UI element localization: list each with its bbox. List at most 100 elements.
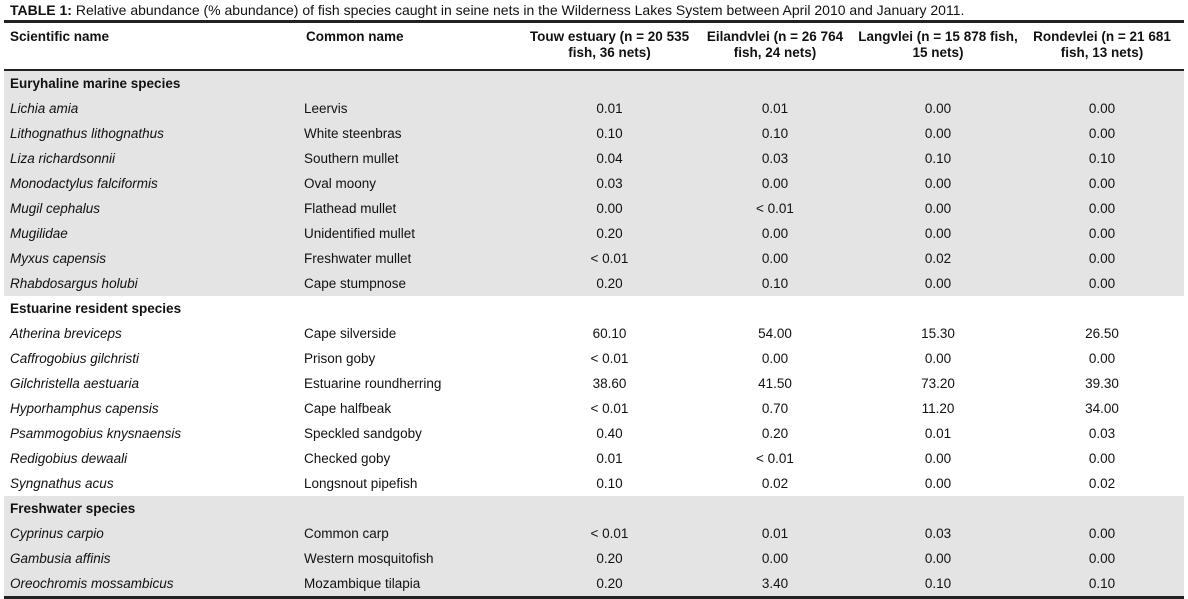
abundance-value: 3.40 [694, 571, 856, 598]
abundance-value: 0.00 [856, 171, 1020, 196]
abundance-value: 0.00 [924, 351, 952, 366]
abundance-value: 0.00 [1020, 196, 1184, 221]
species-row: Gambusia affinis Western mosquitofish 0.20… [4, 546, 1184, 571]
species-row: Monodactylus falciformis Oval moony 0.03 0.… [4, 171, 1184, 196]
common-name: Southern mullet [300, 146, 525, 171]
abundance-value: 0.01 [694, 96, 856, 121]
abundance-value: 0.02 [856, 246, 1020, 271]
abundance-value: 0.00 [694, 221, 856, 246]
abundance-value: 26.50 [1085, 326, 1119, 341]
common-name: Prison goby [304, 351, 376, 366]
abundance-value: 11.20 [921, 401, 955, 416]
scientific-name: Lithognathus lithognathus [4, 121, 300, 146]
abundance-value: 34.00 [1085, 401, 1119, 416]
common-name: Cape silverside [304, 326, 397, 341]
abundance-value: 0.20 [525, 221, 694, 246]
section-row: Estuarine resident species [4, 296, 1184, 321]
abundance-value: 0.20 [761, 426, 789, 441]
common-name: Oval moony [300, 171, 525, 196]
abundance-value: 0.10 [856, 146, 1020, 171]
species-row: Myxus capensis Freshwater mullet < 0.01 0.0… [4, 246, 1184, 271]
abundance-value: 0.00 [1020, 96, 1184, 121]
scientific-name: Mugil cephalus [4, 196, 300, 221]
abundance-value: 0.02 [1088, 476, 1116, 491]
abundance-value: 73.20 [921, 376, 955, 391]
scientific-name: Oreochromis mossambicus [4, 571, 300, 598]
common-name: Leervis [300, 96, 525, 121]
abundance-value: 54.00 [758, 326, 792, 341]
abundance-value: 39.30 [1085, 376, 1119, 391]
abundance-value: < 0.01 [590, 351, 629, 366]
common-name: Cape halfbeak [304, 401, 392, 416]
scientific-name: Syngnathus acus [10, 476, 114, 491]
abundance-value: 0.00 [525, 196, 694, 221]
column-header: Common name [306, 29, 404, 44]
column-header: Rondevlei (n = 21 681 fish, 13 nets) [1033, 29, 1171, 60]
abundance-value: 0.40 [596, 426, 623, 441]
scientific-name: Gilchristella aestuaria [10, 376, 140, 391]
header-row: Scientific name Common name Touw estuary (… [4, 21, 1184, 70]
abundance-value: 0.00 [856, 221, 1020, 246]
abundance-value: 0.03 [525, 171, 694, 196]
scientific-name: Gambusia affinis [4, 546, 300, 571]
table-body: Euryhaline marine species Lichia amia Leer… [4, 70, 1184, 598]
common-name: Freshwater mullet [300, 246, 525, 271]
abundance-value: 0.00 [856, 271, 1020, 296]
abundance-value: 0.00 [1020, 546, 1184, 571]
abundance-value: 0.00 [856, 196, 1020, 221]
abundance-value: 0.10 [856, 571, 1020, 598]
column-header: Scientific name [10, 29, 110, 44]
abundance-value: < 0.01 [525, 521, 694, 546]
species-row: Cyprinus carpio Common carp < 0.01 0.01 0.03… [4, 521, 1184, 546]
abundance-value: 0.10 [694, 271, 856, 296]
abundance-value: 0.70 [761, 401, 789, 416]
abundance-value: 0.00 [694, 546, 856, 571]
section-title: Euryhaline marine species [4, 70, 1184, 96]
common-name: Unidentified mullet [300, 221, 525, 246]
abundance-value: 0.00 [856, 121, 1020, 146]
common-name: Cape stumpnose [300, 271, 525, 296]
species-row: Redigobius dewaali Checked goby 0.01 < 0.01… [4, 446, 1184, 471]
scientific-name: Psammogobius knysnaensis [10, 426, 182, 441]
scientific-name: Hyporhamphus capensis [10, 401, 159, 416]
abundance-value: 0.03 [694, 146, 856, 171]
abundance-value: 0.20 [525, 571, 694, 598]
species-row: Gilchristella aestuaria Estuarine roundhe… [4, 371, 1184, 396]
scientific-name: Mugilidae [4, 221, 300, 246]
species-row: Atherina breviceps Cape silverside 60.10 54… [4, 321, 1184, 346]
section-row: Euryhaline marine species [4, 70, 1184, 96]
abundance-value: < 0.01 [590, 401, 629, 416]
abundance-value: 0.10 [1020, 146, 1184, 171]
scientific-name: Atherina breviceps [10, 326, 122, 341]
common-name: Longsnout pipefish [304, 476, 418, 491]
common-name: Mozambique tilapia [300, 571, 525, 598]
abundance-value: 60.10 [592, 326, 627, 341]
abundance-value: 41.50 [758, 376, 792, 391]
abundance-value: 0.01 [924, 426, 952, 441]
species-row: Hyporhamphus capensis Cape halfbeak < 0.01… [4, 396, 1184, 421]
common-name: Western mosquitofish [300, 546, 525, 571]
scientific-name: Myxus capensis [4, 246, 300, 271]
abundance-value: 0.00 [856, 546, 1020, 571]
common-name: Common carp [300, 521, 525, 546]
abundance-value: 0.10 [1020, 571, 1184, 598]
abundance-value: 15.30 [921, 326, 955, 341]
species-row: Lichia amia Leervis 0.01 0.01 0.00 0.00 [4, 96, 1184, 121]
abundance-value: 0.10 [525, 121, 694, 146]
page: TABLE 1: Relative abundance (% abundance… [4, 0, 1184, 599]
abundance-value: 0.00 [1020, 246, 1184, 271]
abundance-value: 0.00 [761, 351, 789, 366]
abundance-value: 0.00 [694, 171, 856, 196]
abundance-value: 0.01 [525, 96, 694, 121]
abundance-value: 0.03 [856, 521, 1020, 546]
column-header: Eilandvlei (n = 26 764 fish, 24 nets) [706, 29, 844, 60]
common-name: White steenbras [300, 121, 525, 146]
abundance-value: 0.00 [924, 451, 952, 466]
abundance-value: 0.00 [1020, 121, 1184, 146]
species-row: Mugil cephalus Flathead mullet 0.00 < 0.01 0… [4, 196, 1184, 221]
abundance-value: 0.00 [1020, 171, 1184, 196]
column-header: Touw estuary (n = 20 535 fish, 36 nets) [529, 29, 690, 60]
abundance-value: 0.10 [596, 476, 623, 491]
scientific-name: Monodactylus falciformis [4, 171, 300, 196]
scientific-name: Rhabdosargus holubi [4, 271, 300, 296]
